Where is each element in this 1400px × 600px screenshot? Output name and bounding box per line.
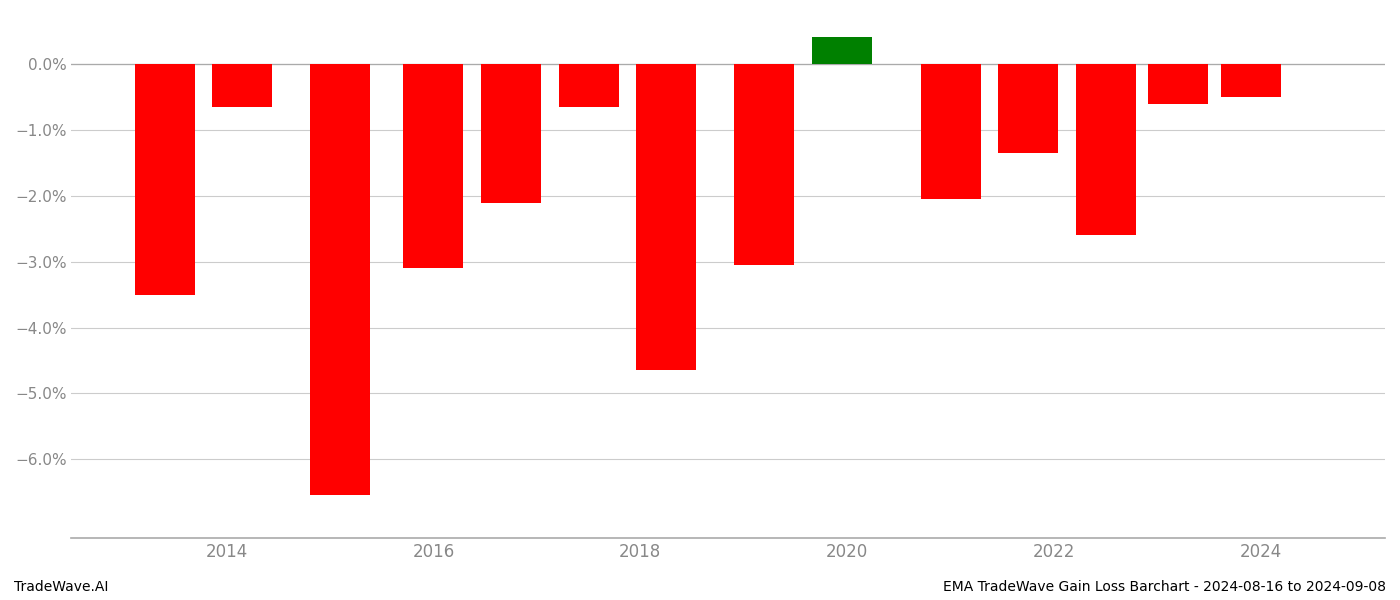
Bar [134,64,195,295]
Bar [921,64,980,199]
Bar [482,64,540,203]
Bar [559,64,619,107]
Bar [812,37,872,64]
Text: TradeWave.AI: TradeWave.AI [14,580,108,594]
Bar [311,64,371,496]
Bar [1148,64,1208,104]
Bar [636,64,696,370]
Bar [1221,64,1281,97]
Bar [213,64,272,107]
Bar [1075,64,1135,235]
Bar [735,64,794,265]
Bar [403,64,463,268]
Bar [998,64,1058,153]
Text: EMA TradeWave Gain Loss Barchart - 2024-08-16 to 2024-09-08: EMA TradeWave Gain Loss Barchart - 2024-… [944,580,1386,594]
